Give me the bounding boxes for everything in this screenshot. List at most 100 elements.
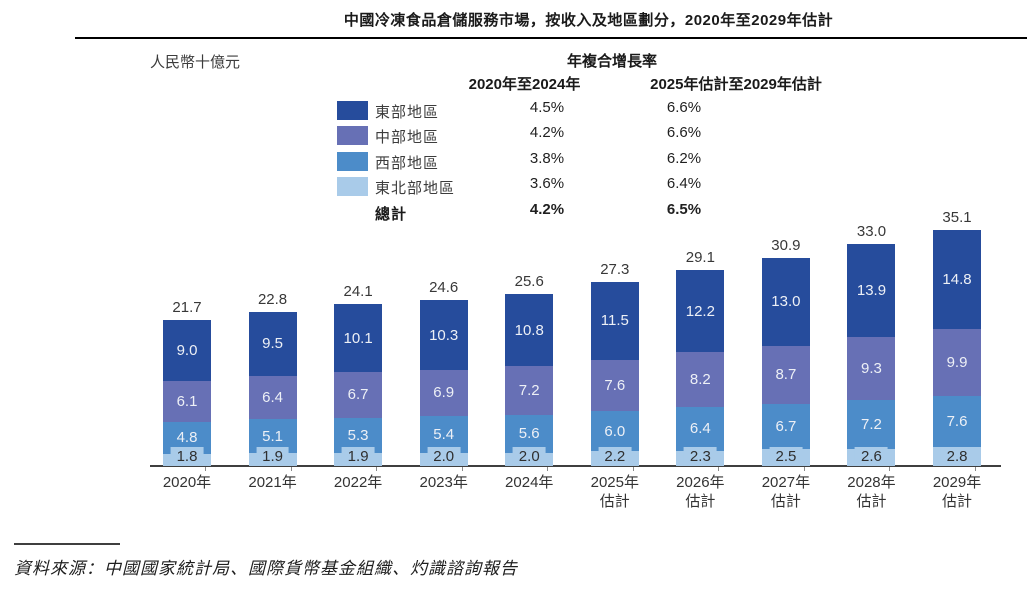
bar-segment: 2.5 xyxy=(761,446,810,466)
segment-value-label: 6.4 xyxy=(689,420,711,438)
cagr-col-header-2025-2029: 2025年估計至2029年估計 xyxy=(650,76,822,93)
segment-value-label: 13.9 xyxy=(856,282,887,300)
bar-segment: 5.6 xyxy=(505,414,554,453)
bar-group: 13.0 8.7 6.7 2.5 xyxy=(761,258,810,466)
x-axis-label: 2025年 估計 xyxy=(590,474,639,510)
x-axis-label: 2022年 xyxy=(333,474,383,491)
bar-segment: 2.0 xyxy=(505,446,554,466)
bar-segment: 8.2 xyxy=(676,352,725,408)
legend-swatch-icon xyxy=(337,151,368,171)
bar-segment: 14.8 xyxy=(933,229,982,330)
cagr-total-row: 總計 4.2% 6.5% xyxy=(337,201,867,225)
cagr-value-2020-2024: 3.6% xyxy=(529,175,565,193)
cagr-value-2020-2024: 3.8% xyxy=(529,149,565,167)
cagr-value-2025-2029: 6.2% xyxy=(666,149,702,167)
bar-segment: 7.6 xyxy=(590,359,639,411)
segment-value-label: 6.7 xyxy=(775,418,797,436)
segment-value-label: 6.4 xyxy=(262,388,283,406)
bar-segment: 7.2 xyxy=(847,400,896,449)
x-axis-tick xyxy=(547,467,549,471)
cagr-value-2020-2024: 4.2% xyxy=(529,124,565,142)
bar-group: 12.2 8.2 6.4 2.3 xyxy=(676,270,725,466)
segment-value-label: 6.7 xyxy=(347,386,369,404)
bar-segment: 13.0 xyxy=(761,258,810,346)
segment-value-label: 11.5 xyxy=(600,312,629,330)
segment-value-label: 8.7 xyxy=(775,366,797,384)
x-axis-tick xyxy=(290,467,292,471)
segment-value-label: 7.2 xyxy=(861,415,882,433)
bar-segment: 10.1 xyxy=(334,304,383,373)
bar-segment: 11.5 xyxy=(590,282,639,360)
bar-segment: 9.9 xyxy=(933,329,982,396)
legend-rows: 東部地區 4.5% 6.6% 中部地區 4.2% 6.6% 西部地區 3.8% 6.2% 東北部地… xyxy=(337,99,867,201)
title-divider xyxy=(75,37,1027,39)
segment-value-label: 2.5 xyxy=(769,446,803,466)
x-axis-label: 2026年 估計 xyxy=(676,474,725,510)
x-axis-tick xyxy=(718,467,720,471)
cagr-value-2025-2029: 6.4% xyxy=(666,175,702,193)
legend-row: 東北部地區 3.6% 6.4% xyxy=(337,175,867,200)
x-axis-tick xyxy=(205,467,206,471)
x-axis-tick xyxy=(803,467,805,471)
bar-segment: 9.3 xyxy=(847,337,896,401)
segment-value-label: 9.9 xyxy=(946,354,968,372)
legend-swatch-icon xyxy=(337,101,368,120)
segment-value-label: 1.9 xyxy=(341,446,375,466)
segment-value-label: 2.0 xyxy=(427,446,461,466)
segment-value-label: 9.3 xyxy=(861,360,882,378)
segment-value-label: 14.8 xyxy=(942,271,972,289)
segment-value-label: 10.8 xyxy=(514,321,544,339)
legend-region-label: 東北部地區 xyxy=(375,180,456,198)
legend-region-label: 中部地區 xyxy=(375,129,440,147)
x-axis-tick xyxy=(461,467,463,471)
bar-total-label: 24.1 xyxy=(343,283,373,301)
bar-total-label: 35.1 xyxy=(942,208,972,226)
segment-value-label: 1.8 xyxy=(170,446,204,466)
segment-value-label: 1.9 xyxy=(256,446,289,466)
segment-value-label: 13.0 xyxy=(771,293,801,311)
x-axis-label: 2024年 xyxy=(505,474,554,491)
bar-segment: 10.3 xyxy=(419,300,468,370)
x-axis-label: 2023年 xyxy=(419,474,468,491)
segment-value-label: 10.1 xyxy=(343,329,373,347)
bar-group: 10.1 6.7 5.3 1.9 xyxy=(334,304,383,466)
bar-segment: 6.1 xyxy=(163,380,211,422)
segment-value-label: 7.6 xyxy=(946,413,968,431)
x-axis-label: 2020年 xyxy=(162,474,212,491)
x-axis-label: 2021年 xyxy=(248,474,297,491)
segment-value-label: 2.3 xyxy=(683,446,717,466)
bar-segment: 6.4 xyxy=(248,375,297,419)
bar-group: 9.5 6.4 5.1 1.9 xyxy=(248,311,297,466)
segment-value-label: 2.0 xyxy=(512,446,546,466)
legend-swatch-icon xyxy=(337,177,368,197)
bar-segment: 5.4 xyxy=(419,416,468,453)
x-axis-tick xyxy=(889,467,891,471)
x-axis-label: 2029年 估計 xyxy=(932,474,982,510)
x-axis-label: 2028年 估計 xyxy=(847,474,896,510)
legend-swatch-icon xyxy=(337,126,368,146)
segment-value-label: 8.2 xyxy=(689,371,711,389)
source-note: 資料來源：中國國家統計局、國際貨幣基金組織、灼識諮詢報告 xyxy=(14,559,518,578)
bar-total-label: 29.1 xyxy=(685,249,715,267)
bar-group: 10.3 6.9 5.4 2.0 xyxy=(419,300,468,466)
bar-segment: 1.9 xyxy=(248,446,297,466)
bar-segment: 6.7 xyxy=(761,404,810,450)
bar-total-label: 30.9 xyxy=(771,237,801,255)
bar-group: 14.8 9.9 7.6 2.8 xyxy=(933,229,982,466)
legend-region-label: 西部地區 xyxy=(375,154,440,172)
bar-total-label: 22.8 xyxy=(257,290,288,308)
bar-total-label: 27.3 xyxy=(600,261,630,279)
segment-value-label: 2.8 xyxy=(940,446,974,466)
bar-segment: 12.2 xyxy=(676,270,725,353)
page-title: 中國冷凍食品倉儲服務市場，按收入及地區劃分，2020年至2029年估計 xyxy=(343,12,834,29)
bar-total-label: 25.6 xyxy=(514,272,544,290)
bar-segment: 2.2 xyxy=(590,446,639,466)
segment-value-label: 6.9 xyxy=(433,384,455,402)
bar-segment: 2.6 xyxy=(847,446,896,466)
bar-segment: 1.8 xyxy=(163,446,211,466)
bar-total-label: 24.6 xyxy=(429,279,459,297)
cagr-col-header-2020-2024: 2020年至2024年 xyxy=(468,76,581,93)
total-cagr-2020-2024: 4.2% xyxy=(529,201,565,218)
